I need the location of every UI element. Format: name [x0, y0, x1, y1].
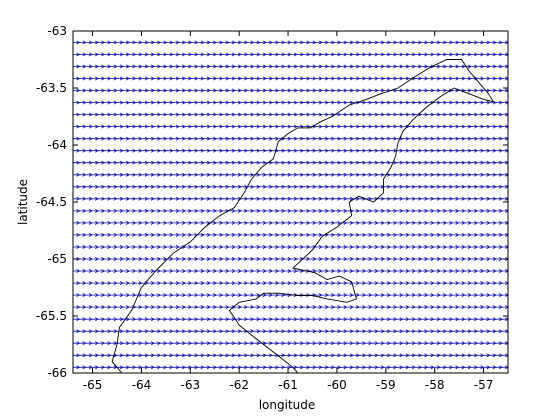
plot-area: [73, 31, 508, 373]
axes-layer: -65 -64 -63 -62 -61 -60 -59 -58 -57 -63 -63.5 -64 -6…: [36, 24, 508, 392]
y-tick-label: -65: [47, 252, 67, 266]
y-axis-label: latitude: [16, 179, 30, 225]
y-tick-label: -64: [47, 138, 67, 152]
east-coastline: [228, 87, 494, 373]
y-tick-label: -64.5: [36, 195, 67, 209]
y-tick-label: -63: [47, 24, 67, 38]
peninsula-coastline: [111, 59, 494, 373]
x-tick-label: -61: [278, 378, 298, 392]
coastline-layer: [111, 59, 494, 373]
x-tick-label: -58: [425, 378, 445, 392]
x-tick-label: -60: [327, 378, 347, 392]
x-tick-label: -59: [376, 378, 396, 392]
x-tick-label: -65: [83, 378, 103, 392]
x-tick-label: -57: [474, 378, 494, 392]
quiver-arrows: [73, 40, 508, 370]
y-tick-label: -63.5: [36, 81, 67, 95]
x-tick-label: -62: [229, 378, 249, 392]
y-tick-label: -66: [47, 366, 67, 380]
x-tick-label: -63: [180, 378, 200, 392]
x-tick-label: -64: [132, 378, 152, 392]
x-axis-label: longitude: [259, 398, 316, 412]
y-tick-label: -65.5: [36, 309, 67, 323]
quiver-field: [73, 40, 508, 370]
